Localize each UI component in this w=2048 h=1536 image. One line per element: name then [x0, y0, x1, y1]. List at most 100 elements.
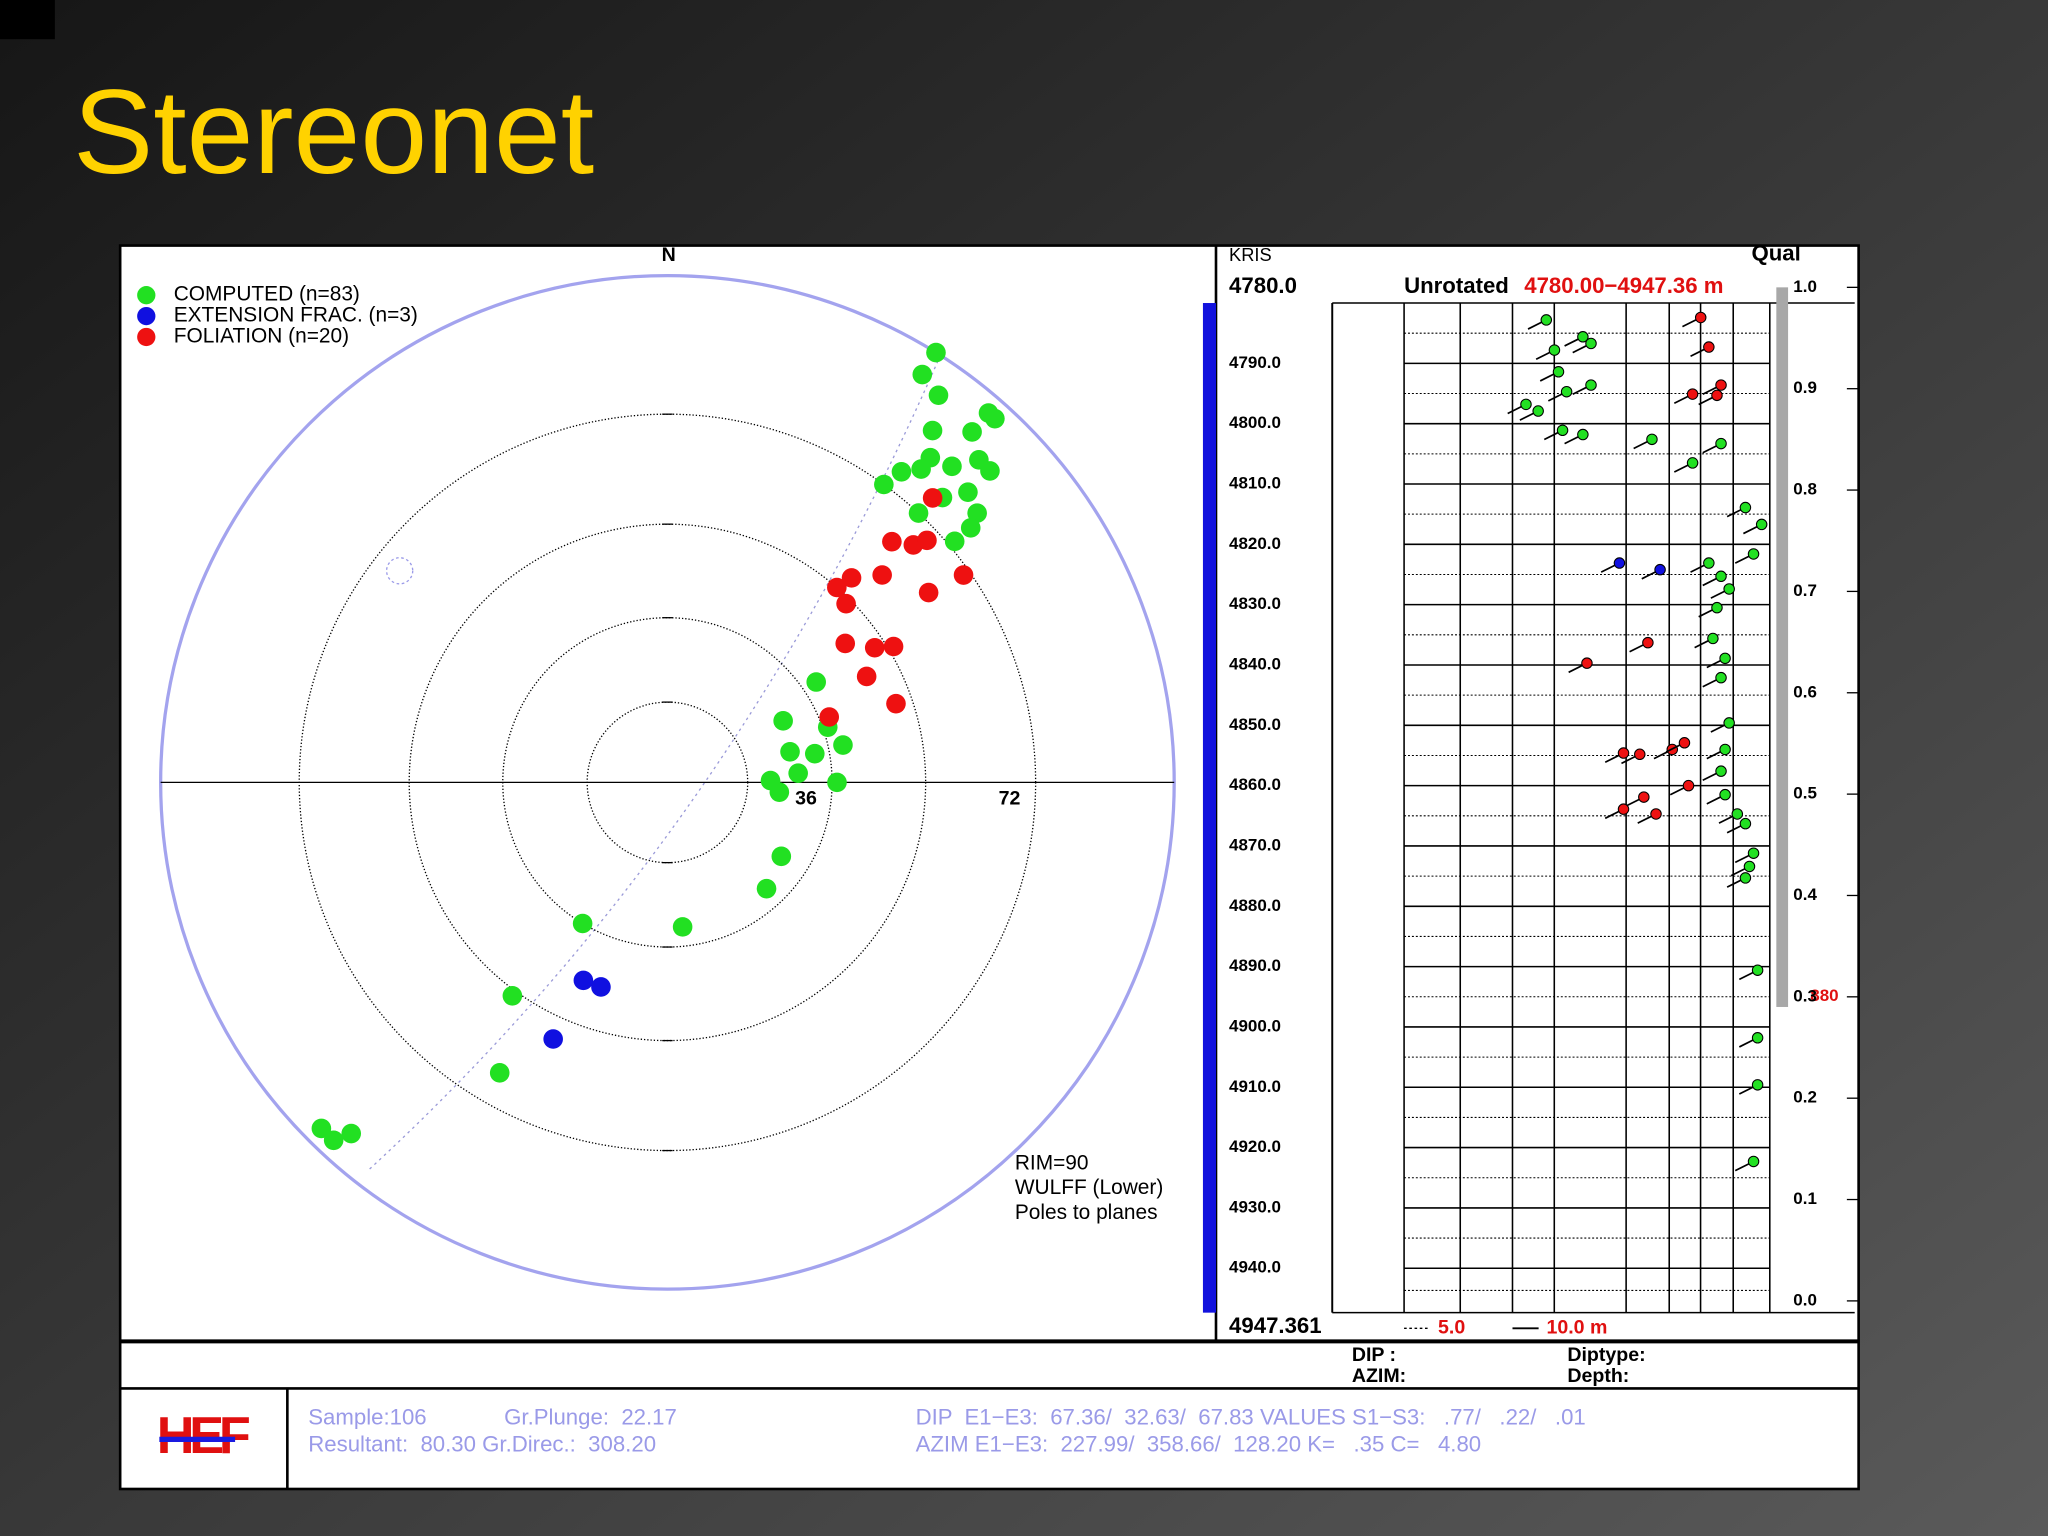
pole-point	[958, 482, 978, 502]
tadpole	[1654, 563, 1666, 576]
tadpole	[1723, 717, 1735, 729]
pole-point	[912, 364, 933, 385]
tadpole	[1532, 405, 1544, 417]
pole-point	[835, 633, 856, 654]
pole-point	[773, 711, 793, 731]
tadpole	[1560, 385, 1573, 398]
tadpole	[1694, 311, 1707, 324]
tadpole	[1585, 337, 1597, 350]
pole-point	[908, 503, 929, 523]
tadpole	[1581, 657, 1593, 669]
tadpole	[1755, 518, 1768, 531]
pole-point	[874, 474, 894, 495]
y-tick-label: 4910.0	[1229, 1077, 1281, 1096]
footer-text: Gr.Plunge: 22.17	[504, 1404, 677, 1429]
y2-tick-label: 0.5	[1793, 784, 1817, 803]
tadpole	[1634, 748, 1646, 761]
pole-point	[917, 530, 937, 551]
pole-point	[864, 637, 885, 658]
pole-point	[827, 772, 847, 793]
tadpole	[1617, 747, 1630, 759]
pole-point	[771, 846, 792, 867]
legend-label: COMPUTED (n=83)	[174, 283, 360, 306]
pole-point	[833, 735, 853, 755]
radial-tick-label: 36	[795, 788, 817, 810]
pole-point	[819, 707, 840, 727]
pole-point	[672, 917, 693, 937]
pole-point	[911, 459, 931, 479]
pole-point	[788, 763, 808, 784]
y2-tick-label: 1.0	[1793, 277, 1817, 296]
y-tick-label: 4930.0	[1229, 1197, 1281, 1216]
pole-point	[502, 985, 523, 1006]
pole-point	[591, 977, 611, 997]
tadpole	[1552, 366, 1565, 378]
pole-point	[780, 742, 800, 762]
tadpole	[1739, 501, 1752, 514]
tadpole	[1540, 314, 1553, 326]
y2-tick-label: 0.2	[1793, 1088, 1817, 1107]
scale-label: 5.0	[1438, 1316, 1465, 1338]
beta-axis	[385, 557, 414, 585]
tadpole	[1719, 652, 1731, 665]
y2-tick-label: 0.0	[1793, 1290, 1817, 1309]
tadpole	[1703, 341, 1715, 353]
y-tick-label: 4900.0	[1229, 1016, 1281, 1035]
y-tick-label: 4850.0	[1229, 715, 1281, 734]
info-label: Depth:	[1567, 1365, 1629, 1387]
y-tick-label: 4790.0	[1229, 353, 1281, 372]
tadpole	[1548, 344, 1561, 356]
ring	[586, 701, 749, 864]
y-tick-label: 4870.0	[1229, 835, 1281, 854]
tadpole	[1715, 765, 1727, 777]
y-tick-label: 4940.0	[1229, 1258, 1281, 1277]
tadpole	[1715, 671, 1727, 684]
tadpole	[1723, 583, 1735, 595]
y-tick-label: 4880.0	[1229, 896, 1281, 915]
pole-point	[572, 913, 593, 934]
tadpole	[1703, 557, 1715, 569]
pole-point	[960, 518, 981, 538]
tadpole	[1751, 1079, 1764, 1091]
north-label: N	[662, 244, 676, 266]
tadpole	[1747, 1155, 1760, 1168]
footer-text: Sample:106	[308, 1404, 426, 1429]
y-tick-label: 4920.0	[1229, 1137, 1281, 1156]
annotation: RIM=90	[1015, 1151, 1089, 1174]
annotation: WULFF (Lower)	[1015, 1176, 1163, 1199]
pole-point	[756, 878, 777, 899]
y2-tick-label: 0.6	[1793, 682, 1817, 701]
pole-point	[573, 970, 594, 991]
pole-point	[856, 666, 877, 687]
pole-point	[886, 693, 906, 714]
tadpole	[1711, 389, 1723, 402]
tadpole	[1751, 1032, 1764, 1044]
y-tick-label: 4780.0	[1229, 273, 1297, 298]
pole-point	[918, 582, 939, 603]
pole-point	[804, 743, 825, 764]
figure-frame	[118, 244, 1860, 1491]
tadpole	[1650, 808, 1662, 820]
y-tick-label: 4947.361	[1229, 1313, 1322, 1338]
y2-label: Qual	[1752, 241, 1801, 266]
tadpole	[1613, 557, 1626, 569]
tadpole	[1556, 424, 1569, 437]
pole-point	[836, 593, 856, 614]
radial-tick-label: 72	[999, 788, 1021, 810]
track-label: KRIS	[1229, 244, 1272, 265]
legend-swatch	[137, 306, 156, 326]
pole-point	[922, 488, 943, 508]
pole-point	[967, 503, 987, 523]
y-tick-label: 4810.0	[1229, 473, 1281, 492]
y-tick-label: 4800.0	[1229, 413, 1281, 432]
tadpole	[1686, 388, 1699, 400]
annotation: Poles to planes	[1015, 1201, 1158, 1224]
tadpole	[1642, 636, 1654, 649]
tadpole	[1747, 548, 1760, 560]
pole-point	[872, 565, 892, 585]
tadpole	[1731, 808, 1744, 820]
tadpole	[1715, 379, 1727, 391]
y-tick-label: 4860.0	[1229, 775, 1281, 794]
